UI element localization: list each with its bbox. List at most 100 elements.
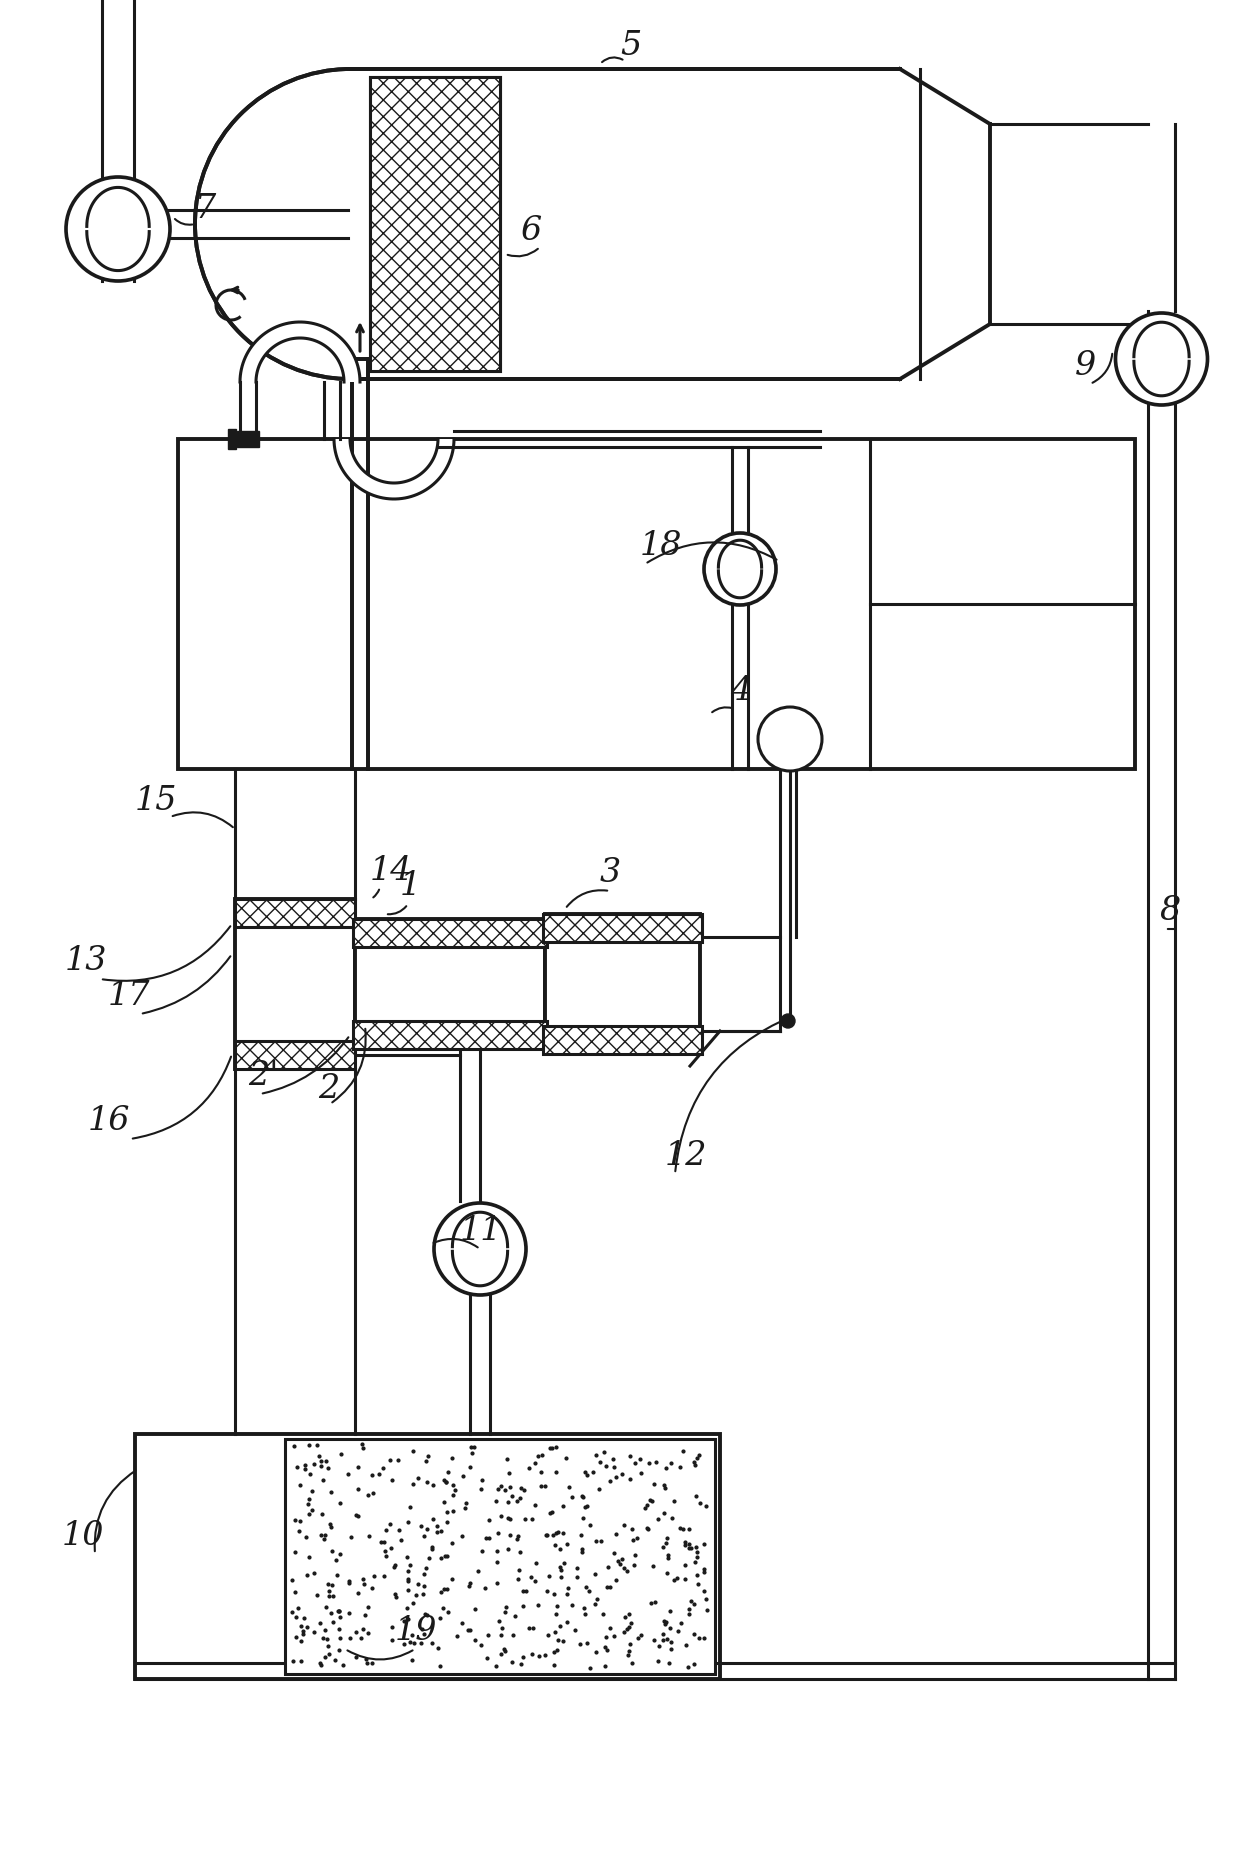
Point bbox=[487, 1567, 507, 1597]
Point bbox=[357, 1649, 377, 1679]
Point bbox=[580, 1653, 600, 1682]
Point bbox=[656, 1529, 676, 1558]
Point bbox=[681, 1534, 701, 1564]
Point bbox=[408, 1464, 428, 1493]
Point bbox=[536, 1521, 556, 1551]
Point bbox=[614, 1618, 634, 1647]
Text: 1: 1 bbox=[401, 870, 422, 902]
Text: 7: 7 bbox=[195, 193, 216, 224]
Point bbox=[433, 1593, 453, 1623]
Point bbox=[455, 1493, 475, 1523]
Point bbox=[363, 1478, 383, 1508]
Bar bbox=[228, 430, 236, 449]
Point bbox=[554, 1549, 574, 1579]
Point bbox=[288, 1593, 308, 1623]
Point bbox=[423, 1471, 443, 1501]
Point bbox=[497, 1445, 517, 1475]
Point bbox=[687, 1443, 707, 1473]
Point bbox=[585, 1590, 605, 1619]
Text: 10: 10 bbox=[62, 1519, 104, 1551]
Point bbox=[321, 1477, 341, 1506]
Point bbox=[656, 1454, 676, 1484]
Point bbox=[362, 1647, 382, 1677]
Point bbox=[339, 1599, 358, 1629]
Point bbox=[443, 1566, 463, 1595]
Point bbox=[298, 1560, 317, 1590]
Point bbox=[300, 1460, 320, 1490]
Point bbox=[326, 1545, 346, 1575]
Point bbox=[283, 1566, 303, 1595]
Point bbox=[575, 1573, 595, 1603]
Point bbox=[538, 1562, 558, 1592]
Point bbox=[502, 1647, 522, 1677]
Point bbox=[306, 1580, 326, 1610]
Point bbox=[618, 1640, 637, 1670]
Point bbox=[622, 1514, 642, 1543]
Point bbox=[619, 1599, 639, 1629]
Point bbox=[404, 1629, 424, 1658]
Point bbox=[544, 1649, 564, 1679]
Point bbox=[676, 1631, 696, 1660]
Point bbox=[379, 1445, 399, 1475]
Bar bbox=[370, 78, 500, 371]
Point bbox=[639, 1514, 658, 1543]
Point bbox=[471, 1475, 491, 1504]
Text: 15: 15 bbox=[135, 785, 177, 816]
Point bbox=[551, 1553, 570, 1582]
Point bbox=[686, 1482, 706, 1512]
Point bbox=[649, 1647, 668, 1677]
Point bbox=[526, 1491, 546, 1521]
Point bbox=[696, 1584, 715, 1614]
Point bbox=[680, 1593, 699, 1623]
Point bbox=[410, 1512, 430, 1542]
Point bbox=[383, 1465, 403, 1495]
Point bbox=[532, 1441, 552, 1471]
Bar bbox=[236, 1041, 355, 1070]
Point bbox=[491, 1501, 511, 1530]
Point bbox=[441, 1443, 461, 1473]
Point bbox=[498, 1503, 518, 1532]
Point bbox=[661, 1627, 681, 1657]
Point bbox=[684, 1447, 704, 1477]
Point bbox=[525, 1567, 544, 1597]
Point bbox=[285, 1504, 305, 1534]
Point bbox=[657, 1523, 677, 1553]
Point bbox=[465, 1593, 485, 1623]
Point bbox=[553, 1491, 573, 1521]
Bar bbox=[546, 915, 701, 1054]
Point bbox=[675, 1530, 694, 1560]
Point bbox=[351, 1623, 371, 1653]
Point bbox=[314, 1525, 334, 1554]
Circle shape bbox=[704, 534, 776, 607]
Point bbox=[434, 1575, 454, 1605]
Point bbox=[684, 1649, 704, 1679]
Point bbox=[653, 1469, 673, 1499]
Point bbox=[330, 1623, 350, 1653]
Point bbox=[652, 1625, 672, 1655]
Point bbox=[671, 1514, 691, 1543]
Point bbox=[548, 1625, 568, 1655]
Point bbox=[495, 1636, 515, 1666]
Point bbox=[489, 1517, 508, 1547]
Point bbox=[573, 1482, 593, 1512]
Point bbox=[315, 1616, 335, 1645]
Point bbox=[526, 1549, 546, 1579]
Point bbox=[573, 1538, 593, 1567]
Point bbox=[491, 1471, 511, 1501]
Point bbox=[353, 1564, 373, 1593]
Point bbox=[299, 1542, 319, 1571]
Point bbox=[471, 1465, 491, 1495]
Point bbox=[384, 1553, 404, 1582]
Bar bbox=[355, 920, 546, 1050]
Point bbox=[403, 1588, 423, 1618]
Point bbox=[575, 1599, 595, 1629]
Point bbox=[618, 1556, 637, 1586]
Point bbox=[365, 1560, 384, 1590]
Point bbox=[316, 1593, 336, 1623]
Point bbox=[319, 1569, 339, 1599]
Text: 3: 3 bbox=[600, 857, 621, 889]
Point bbox=[610, 1549, 630, 1579]
Point bbox=[681, 1586, 701, 1616]
Point bbox=[640, 1449, 660, 1478]
Point bbox=[472, 1536, 492, 1566]
